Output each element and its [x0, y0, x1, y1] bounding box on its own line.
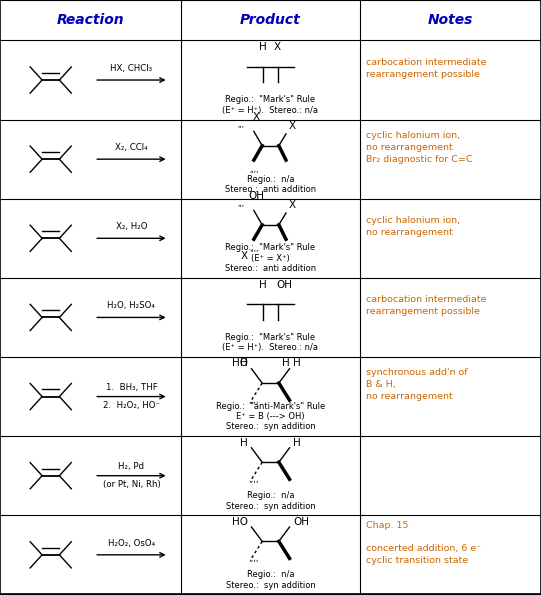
- Text: Regio.:  n/a
Stereo.:  syn addition: Regio.: n/a Stereo.: syn addition: [226, 491, 315, 511]
- Text: Regio.:  n/a
Stereo.:  anti addition: Regio.: n/a Stereo.: anti addition: [225, 174, 316, 194]
- Text: H₂, Pd: H₂, Pd: [118, 462, 144, 471]
- Text: X: X: [241, 251, 248, 261]
- Text: H₂O₂, OsO₄: H₂O₂, OsO₄: [108, 538, 155, 548]
- Text: carbocation intermediate
rearrangement possible: carbocation intermediate rearrangement p…: [366, 295, 487, 316]
- Text: cyclic halonium ion,
no rearrangement: cyclic halonium ion, no rearrangement: [366, 216, 460, 237]
- Text: ,,,,: ,,,,: [249, 165, 259, 174]
- Text: H: H: [293, 437, 301, 447]
- Text: Regio.:  n/a
Stereo.:  syn addition: Regio.: n/a Stereo.: syn addition: [226, 570, 315, 590]
- Text: H₂O, H₂SO₄: H₂O, H₂SO₄: [108, 301, 155, 311]
- Text: Chap. 15

concerted addition, 6 e⁻
cyclic transition state: Chap. 15 concerted addition, 6 e⁻ cyclic…: [366, 521, 481, 565]
- Text: Regio.:  "Mark's" Rule
(E⁺ = H⁺).  Stereo.: n/a: Regio.: "Mark's" Rule (E⁺ = H⁺). Stereo.…: [222, 333, 319, 352]
- Text: X₂, H₂O: X₂, H₂O: [116, 222, 147, 231]
- Text: HO: HO: [232, 358, 248, 368]
- Text: ,,,: ,,,: [237, 120, 245, 129]
- Text: HO: HO: [232, 516, 248, 527]
- Text: X: X: [253, 112, 260, 122]
- Text: X: X: [288, 200, 295, 210]
- Text: OH: OH: [293, 516, 309, 527]
- Text: H: H: [260, 280, 267, 290]
- Text: X: X: [288, 121, 295, 131]
- Text: OH: OH: [248, 191, 264, 201]
- Text: carbocation intermediate
rearrangement possible: carbocation intermediate rearrangement p…: [366, 58, 487, 79]
- Text: X: X: [274, 42, 281, 52]
- Text: HX, CHCl₃: HX, CHCl₃: [110, 64, 153, 73]
- Text: (or Pt, Ni, Rh): (or Pt, Ni, Rh): [103, 481, 160, 490]
- Text: H: H: [240, 358, 248, 368]
- Text: ,,,,: ,,,,: [248, 475, 259, 484]
- Text: X₂, CCl₄: X₂, CCl₄: [115, 143, 148, 152]
- Text: Regio.:  "Mark's" Rule
(E⁺ = X⁺)
Stereo.:  anti addition: Regio.: "Mark's" Rule (E⁺ = X⁺) Stereo.:…: [225, 243, 316, 273]
- Text: ,,,,: ,,,,: [248, 396, 259, 405]
- Text: Regio.:  "anti-Mark's" Rule
E⁺ = B (---> OH)
Stereo.:  syn addition: Regio.: "anti-Mark's" Rule E⁺ = B (---> …: [216, 402, 325, 431]
- Text: cyclic halonium ion,
no rearrangement
Br₂ diagnostic for C=C: cyclic halonium ion, no rearrangement Br…: [366, 131, 473, 164]
- Text: 1.  BH₃, THF: 1. BH₃, THF: [105, 383, 157, 392]
- Text: Notes: Notes: [428, 13, 473, 27]
- Text: Regio.:  "Mark's" Rule
(E⁺ = H⁺).  Stereo.: n/a: Regio.: "Mark's" Rule (E⁺ = H⁺). Stereo.…: [222, 95, 319, 115]
- Text: H: H: [240, 437, 248, 447]
- Text: synchronous add'n of
B & H,
no rearrangement: synchronous add'n of B & H, no rearrange…: [366, 368, 468, 401]
- Text: Reaction: Reaction: [57, 13, 124, 27]
- Text: 2.  H₂O₂, HO⁻: 2. H₂O₂, HO⁻: [103, 402, 160, 411]
- Text: ,,,,: ,,,,: [249, 245, 259, 253]
- Text: Product: Product: [240, 13, 301, 27]
- Text: OH: OH: [276, 280, 293, 290]
- Text: H: H: [260, 42, 267, 52]
- Text: ,,,,: ,,,,: [248, 554, 259, 563]
- Text: ,,,: ,,,: [237, 199, 245, 208]
- Text: H: H: [282, 358, 290, 368]
- Text: H: H: [293, 358, 301, 368]
